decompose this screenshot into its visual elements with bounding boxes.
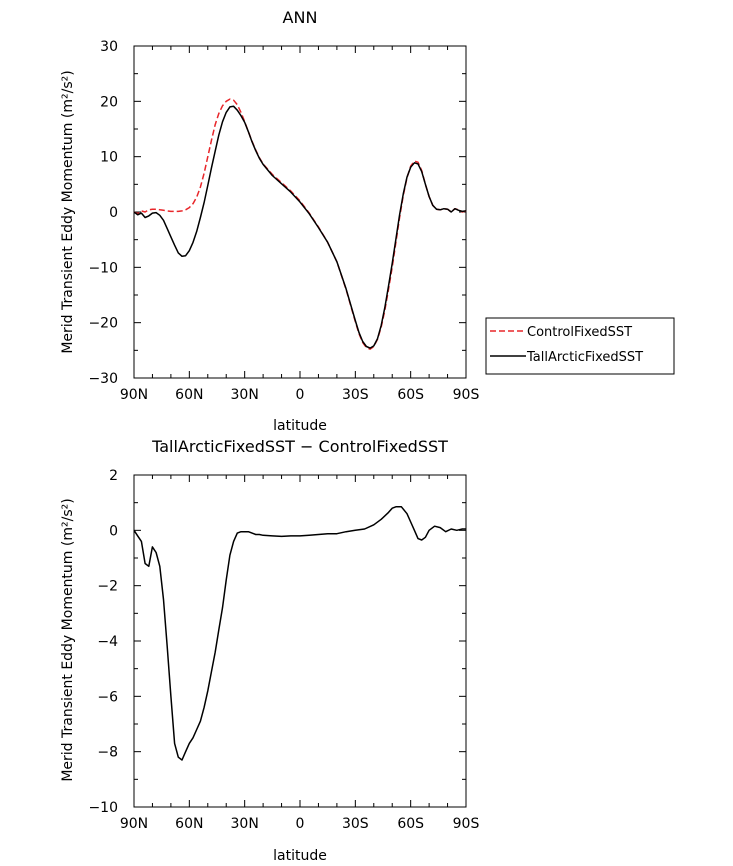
- plot-frame: [133, 45, 467, 379]
- chart-panel-1: 90N 60N 30N 0 30S 60S 90S 2 0 −2 −4 −6 −8 −10: [88, 468, 479, 832]
- y-tick-label: −10: [88, 800, 118, 816]
- x-tick-label: 0: [296, 387, 305, 403]
- x-tick-label: 30S: [342, 816, 369, 832]
- x-tick-label: 60N: [175, 816, 203, 832]
- y-tick-label: −10: [88, 260, 118, 276]
- x-tick-label: 30S: [342, 387, 369, 403]
- x-tick-label: 90S: [453, 387, 480, 403]
- series-line-controlfixedsst: [133, 98, 467, 350]
- legend-box: [485, 317, 675, 375]
- x-tick-label: 0: [296, 816, 305, 832]
- legend-label-tallarctic: TallArcticFixedSST: [526, 350, 643, 365]
- y-tick-label: −20: [88, 316, 118, 332]
- x-tick-label: 30N: [231, 816, 259, 832]
- y-tick-label: −4: [97, 634, 118, 650]
- y-tick-label: −30: [88, 371, 118, 387]
- x-tick-label: 60N: [175, 387, 203, 403]
- bottom-chart-title: TallArcticFixedSST − ControlFixedSST: [151, 437, 448, 456]
- x-tick-label: 90S: [453, 816, 480, 832]
- y-tick-label: 20: [100, 94, 118, 110]
- x-tick-label: 60S: [397, 816, 424, 832]
- bottom-chart-xlabel: latitude: [273, 848, 327, 864]
- bottom-chart-ylabel: Merid Transient Eddy Momentum (m²/s²): [60, 498, 76, 781]
- top-chart-ylabel: Merid Transient Eddy Momentum (m²/s²): [60, 70, 76, 353]
- series-line-tallarcticfixedsst: [133, 105, 467, 349]
- x-tick-label: 30N: [231, 387, 259, 403]
- legend: ControlFixedSST TallArcticFixedSST: [485, 317, 675, 375]
- legend-label-control: ControlFixedSST: [527, 325, 632, 340]
- y-tick-label: −8: [97, 745, 118, 761]
- y-tick-label: −6: [97, 689, 118, 705]
- y-tick-label: −2: [97, 579, 118, 595]
- top-chart-xlabel: latitude: [273, 418, 327, 434]
- y-tick-label: 0: [109, 205, 118, 221]
- chart-panel-0: 90N 60N 30N 0 30S 60S 90S 30 20 10 0 −10 −20 −30: [88, 39, 479, 403]
- y-tick-label: 30: [100, 39, 118, 55]
- y-tick-label: 2: [109, 468, 118, 484]
- y-tick-label: 0: [109, 523, 118, 539]
- difference-line: [133, 506, 466, 761]
- top-chart-title: ANN: [283, 8, 318, 27]
- x-tick-label: 90N: [120, 387, 148, 403]
- x-tick-label: 60S: [397, 387, 424, 403]
- x-tick-label: 90N: [120, 816, 148, 832]
- y-tick-label: 10: [100, 150, 118, 166]
